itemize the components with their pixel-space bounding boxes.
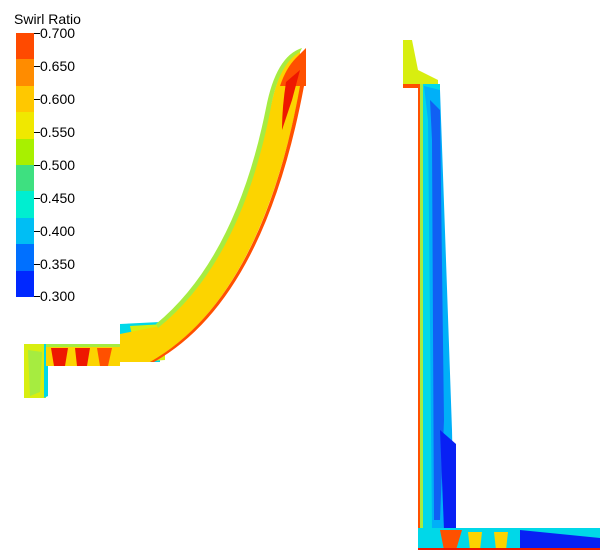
legend-swatch — [16, 138, 34, 166]
legend-tick-label: 0.300 — [40, 288, 76, 304]
legend-tick — [34, 198, 40, 199]
top-inlet-region — [403, 40, 438, 86]
legend-tick — [34, 165, 40, 166]
legend-swatch — [16, 191, 34, 218]
vertical-channel-wall — [420, 84, 423, 530]
vane-region — [51, 348, 68, 366]
right-flow-domain — [403, 40, 600, 550]
legend-swatch — [16, 112, 34, 139]
legend-tick-label: 0.450 — [40, 190, 76, 206]
outlet-streak — [282, 70, 300, 130]
top-inlet-wall — [403, 84, 420, 88]
bottom-vane-region — [440, 530, 462, 550]
legend-tick-label: 0.350 — [40, 256, 76, 272]
legend-tick — [34, 99, 40, 100]
legend-tick-label: 0.500 — [40, 157, 76, 173]
legend-swatch — [16, 59, 34, 86]
legend-tick-label: 0.700 — [40, 25, 76, 41]
legend-tick — [34, 231, 40, 232]
vertical-channel-wall — [418, 84, 420, 530]
legend-swatch — [16, 244, 34, 271]
vane-region — [75, 348, 90, 366]
vane-region — [97, 348, 112, 366]
inlet-duct-core — [28, 350, 42, 396]
legend-swatch — [16, 270, 34, 298]
legend-swatch — [16, 85, 34, 113]
bottom-channel-core — [520, 530, 600, 548]
legend-title: Swirl Ratio — [14, 11, 81, 27]
legend-tick — [34, 296, 40, 297]
legend-tick — [34, 66, 40, 67]
legend-tick-label: 0.600 — [40, 91, 76, 107]
color-legend-bar — [16, 33, 34, 298]
legend-tick-label: 0.650 — [40, 58, 76, 74]
vertical-channel-dark-core — [440, 430, 456, 530]
legend-tick-label: 0.400 — [40, 223, 76, 239]
outlet-top-region — [280, 48, 306, 86]
channel-wall-band — [46, 344, 120, 347]
bottom-channel-wall — [418, 548, 600, 550]
vertical-channel-low-swirl — [430, 100, 444, 520]
legend-tick-label: 0.550 — [40, 124, 76, 140]
legend-swatch — [16, 165, 34, 192]
legend-tick — [34, 132, 40, 133]
legend-tick — [34, 264, 40, 265]
legend-tick — [34, 33, 40, 34]
bottom-vane-region — [494, 532, 508, 550]
left-flow-domain — [24, 48, 306, 398]
bottom-vane-region — [468, 532, 482, 550]
legend-swatch — [16, 33, 34, 60]
legend-swatch — [16, 217, 34, 245]
curved-passage-outer-wall — [156, 48, 302, 328]
